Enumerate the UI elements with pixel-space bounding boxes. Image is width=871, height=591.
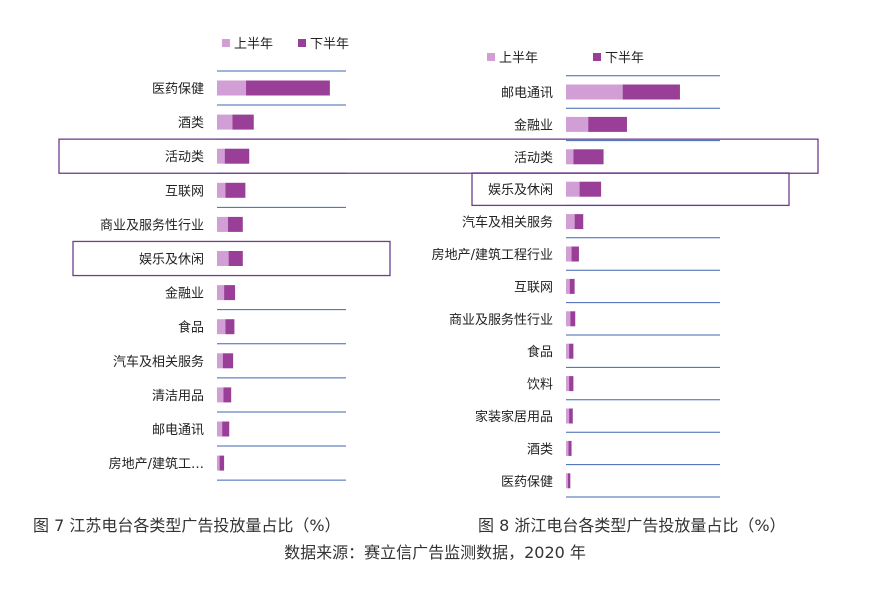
category-label-zj-8: 食品 xyxy=(527,344,553,360)
highlight-box-js-0 xyxy=(58,138,819,174)
bar-js-11-s0 xyxy=(217,455,220,471)
bar-js-7-s1 xyxy=(225,319,235,335)
bar-js-10-s1 xyxy=(222,421,230,437)
bar-js-10-s0 xyxy=(217,421,223,437)
bar-zj-4-s1 xyxy=(574,214,584,230)
category-label-js-8: 汽车及相关服务 xyxy=(113,354,204,370)
bar-zj-7-s1 xyxy=(570,311,576,327)
bar-js-7-s0 xyxy=(217,319,226,335)
bar-zj-11-s1 xyxy=(568,440,572,456)
bar-zj-2-s0 xyxy=(566,149,574,165)
legend-label-zj-1: 下半年 xyxy=(605,51,644,66)
category-label-zj-3: 娱乐及休闲 xyxy=(488,183,553,198)
category-label-js-9: 清洁用品 xyxy=(152,389,204,404)
bar-zj-0-s1 xyxy=(622,84,680,100)
bar-js-4-s1 xyxy=(227,216,243,232)
bar-zj-4-s0 xyxy=(566,214,575,230)
bar-zj-2-s1 xyxy=(573,149,604,165)
bar-zj-9-s0 xyxy=(566,376,570,392)
bar-js-8-s0 xyxy=(217,353,223,369)
legend-swatch-js-0 xyxy=(222,39,230,47)
legend-label-js-0: 上半年 xyxy=(234,37,273,52)
bar-zj-12-s1 xyxy=(567,473,571,489)
bar-zj-1-s1 xyxy=(588,116,627,132)
category-label-zj-2: 活动类 xyxy=(514,151,553,166)
category-label-js-5: 娱乐及休闲 xyxy=(139,253,204,268)
bar-js-1-s0 xyxy=(217,114,233,130)
bar-zj-8-s0 xyxy=(566,343,570,359)
bar-js-9-s0 xyxy=(217,387,224,403)
category-label-zj-10: 家装家居用品 xyxy=(475,409,553,425)
highlight-box-zj-1 xyxy=(471,172,790,207)
bar-js-5-s1 xyxy=(228,251,243,266)
bar-js-6-s0 xyxy=(217,285,225,301)
category-label-zj-7: 商业及服务性行业 xyxy=(449,312,553,328)
bar-zj-11-s0 xyxy=(566,440,569,456)
category-label-zj-12: 医药保健 xyxy=(501,475,553,490)
bar-zj-7-s0 xyxy=(566,311,571,327)
bar-js-2-s1 xyxy=(224,148,250,164)
legend-swatch-zj-1 xyxy=(593,53,601,61)
category-label-js-6: 金融业 xyxy=(165,286,204,302)
bar-js-8-s1 xyxy=(222,353,234,369)
bar-zj-6-s1 xyxy=(569,278,575,294)
bar-zj-5-s1 xyxy=(571,246,579,262)
bar-zj-6-s0 xyxy=(566,278,570,294)
category-label-js-1: 酒类 xyxy=(178,116,204,131)
category-label-js-0: 医药保健 xyxy=(152,82,204,97)
category-label-zj-6: 互联网 xyxy=(514,280,553,295)
legend-swatch-js-1 xyxy=(298,39,306,47)
bar-js-2-s0 xyxy=(217,148,225,164)
chart-jiangsu: 上半年 下半年医药保健酒类活动类互联网商业及服务性行业娱乐及休闲金融业食品汽车及相… xyxy=(58,37,819,481)
category-label-js-7: 食品 xyxy=(178,320,204,336)
category-label-js-2: 活动类 xyxy=(165,150,204,165)
category-label-js-3: 互联网 xyxy=(165,184,204,199)
bar-zj-10-s1 xyxy=(569,408,573,424)
data-source: 数据来源：赛立信广告监测数据，2020 年 xyxy=(284,543,586,562)
bar-zj-10-s0 xyxy=(566,408,570,424)
bar-zj-0-s0 xyxy=(566,84,623,100)
legend-swatch-zj-0 xyxy=(487,53,495,61)
bar-js-5-s0 xyxy=(217,251,229,266)
bar-zj-3-s1 xyxy=(579,181,602,197)
category-label-js-10: 邮电通讯 xyxy=(152,423,204,438)
category-label-js-11: 房地产/建筑工… xyxy=(109,456,204,472)
bar-js-3-s0 xyxy=(217,182,226,198)
bar-js-6-s1 xyxy=(224,285,236,301)
bar-zj-9-s1 xyxy=(569,376,574,392)
category-label-js-4: 商业及服务性行业 xyxy=(100,217,204,233)
bar-js-0-s1 xyxy=(246,80,330,96)
bar-js-1-s1 xyxy=(232,114,254,130)
bar-js-9-s1 xyxy=(223,387,232,403)
bar-zj-1-s0 xyxy=(566,116,589,132)
legend-label-js-1: 下半年 xyxy=(310,37,349,52)
category-label-zj-11: 酒类 xyxy=(527,442,553,457)
bar-js-0-s0 xyxy=(217,80,247,96)
bar-zj-3-s0 xyxy=(566,181,580,197)
chart-zhejiang: 上半年 下半年邮电通讯金融业活动类娱乐及休闲汽车及相关服务房地产/建筑工程行业互联… xyxy=(432,51,790,498)
highlight-box-js-1 xyxy=(72,240,391,277)
category-label-zj-9: 饮料 xyxy=(527,378,553,393)
bar-zj-5-s0 xyxy=(566,246,572,262)
bar-zj-8-s1 xyxy=(569,343,574,359)
legend-label-zj-0: 上半年 xyxy=(499,51,538,66)
category-label-zj-5: 房地产/建筑工程行业 xyxy=(432,247,553,263)
bar-js-11-s1 xyxy=(219,455,225,471)
category-label-zj-1: 金融业 xyxy=(514,117,553,133)
bar-zj-12-s0 xyxy=(566,473,568,489)
bar-js-3-s1 xyxy=(225,182,246,198)
caption-figure-8: 图 8 浙江电台各类型广告投放量占比（%） xyxy=(478,516,786,535)
category-label-zj-4: 汽车及相关服务 xyxy=(462,215,553,231)
category-label-zj-0: 邮电通讯 xyxy=(501,86,553,101)
bar-js-4-s0 xyxy=(217,216,228,232)
caption-figure-7: 图 7 江苏电台各类型广告投放量占比（%） xyxy=(33,516,341,535)
